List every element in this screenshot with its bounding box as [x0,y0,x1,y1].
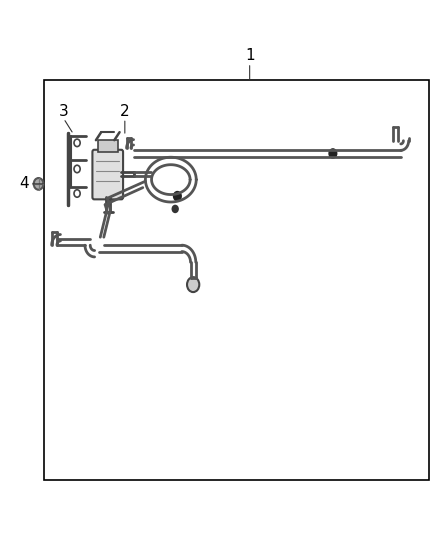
Circle shape [34,178,43,190]
Circle shape [187,277,199,292]
Bar [44,80,429,480]
Circle shape [174,192,181,200]
Circle shape [74,139,80,147]
Text: 2: 2 [120,104,130,119]
Circle shape [74,165,80,173]
Text: 1: 1 [245,49,254,63]
FancyBboxPatch shape [92,150,123,199]
Circle shape [173,206,178,212]
Bar [98,140,118,152]
Circle shape [74,190,80,197]
Text: 3: 3 [59,104,68,119]
Circle shape [329,149,336,158]
Text: 4: 4 [19,176,29,191]
